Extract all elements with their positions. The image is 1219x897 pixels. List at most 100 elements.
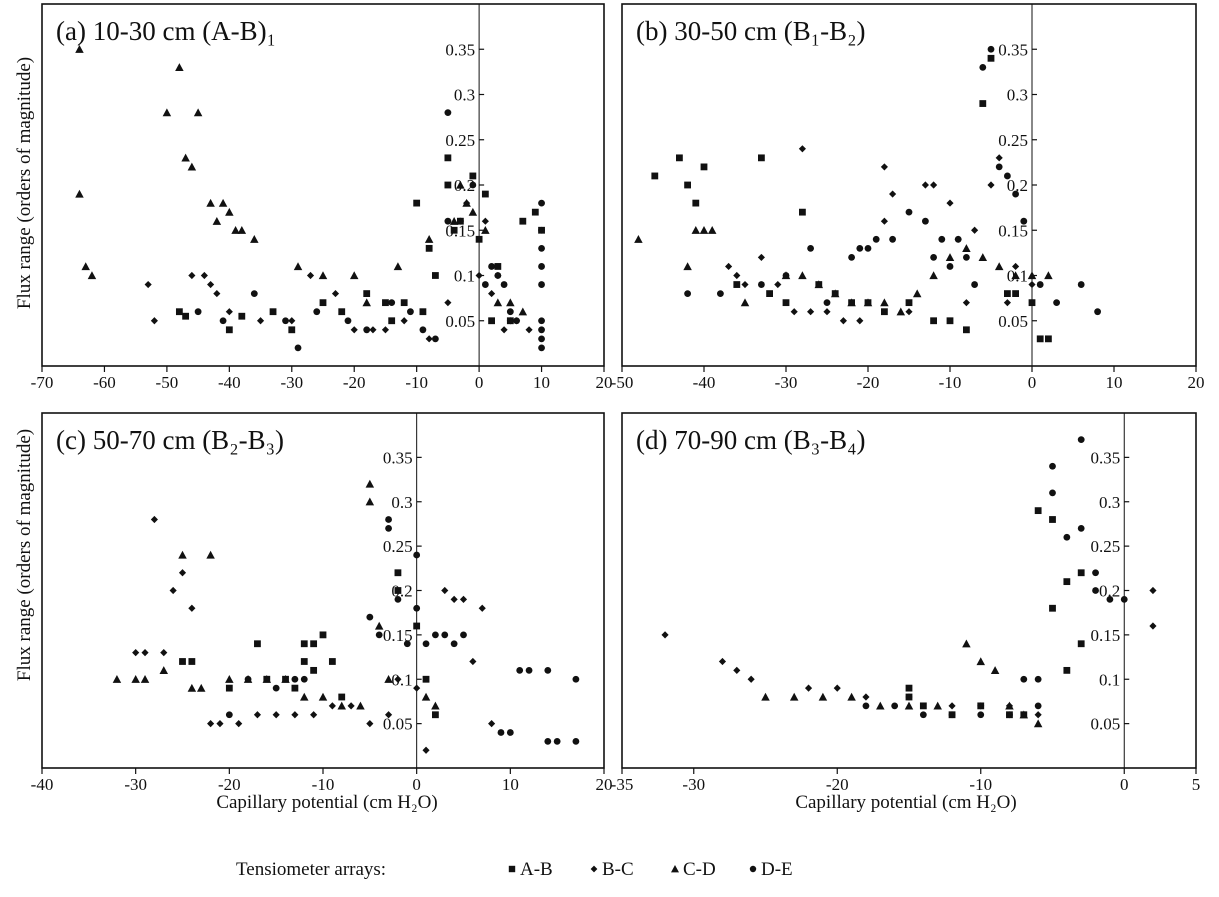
point-a-b <box>310 640 318 648</box>
point-d-e <box>538 326 545 334</box>
legend: Tensiometer arrays: A-B B-C C-D D-E <box>236 859 793 880</box>
point-a-b <box>413 199 421 207</box>
point-b-c <box>1149 586 1157 595</box>
point-a-b <box>363 290 371 297</box>
point-c-d <box>75 45 84 53</box>
point-b-c <box>288 317 296 325</box>
panel-b-y-tick-label: 0.35 <box>998 40 1028 59</box>
panel-c-frame <box>41 412 605 769</box>
panel-a-x-tick-label: -10 <box>405 373 428 392</box>
panel-c-y-tick-label: 0.2 <box>391 582 412 601</box>
point-b-c <box>1149 622 1157 630</box>
point-d-e <box>538 226 545 234</box>
point-b-c <box>856 317 864 325</box>
point-d-e <box>1092 587 1099 594</box>
panel-b-y-tick-label: 0.15 <box>998 221 1028 240</box>
point-c-d <box>789 692 799 701</box>
point-a-b <box>179 658 186 665</box>
point-a-b <box>319 299 327 307</box>
point-d-e <box>758 281 765 288</box>
point-a-b <box>338 693 346 701</box>
point-d-e <box>506 308 514 316</box>
point-d-e <box>919 711 927 719</box>
point-a-b <box>651 172 659 180</box>
panel-a-x-tick-label: -40 <box>218 373 241 392</box>
point-a-b <box>930 317 937 325</box>
point-d-e <box>572 737 580 745</box>
point-c-d <box>707 226 717 234</box>
point-b-c <box>1034 711 1042 719</box>
point-c-d <box>365 479 375 488</box>
point-b-c <box>807 308 815 316</box>
panels: 0.050.10.150.20.250.30.35-70 -60 -50 -40 -30… <box>31 3 1205 794</box>
point-c-d <box>393 262 403 271</box>
point-d-e <box>538 317 545 325</box>
point-b-c <box>306 271 315 280</box>
point-b-c <box>921 181 929 189</box>
panel-b-series-d-e <box>684 45 1101 316</box>
point-d-e <box>1094 308 1101 316</box>
point-c-d <box>318 271 328 280</box>
point-d-e <box>938 235 946 243</box>
point-c-d <box>293 262 303 271</box>
point-c-d <box>1027 271 1037 280</box>
point-c-d <box>212 216 222 225</box>
point-d-e <box>394 595 402 603</box>
point-c-d <box>978 253 988 262</box>
point-d-e <box>272 684 280 692</box>
point-b-c <box>790 308 798 316</box>
point-b-c <box>256 317 265 325</box>
point-b-c <box>798 145 806 153</box>
point-c-d <box>424 235 434 243</box>
point-a-b <box>338 308 346 316</box>
point-b-c <box>350 326 358 334</box>
point-c-d <box>994 262 1004 271</box>
point-d-e <box>422 640 430 648</box>
point-b-c <box>422 746 430 754</box>
point-a-b <box>1045 335 1052 343</box>
point-b-c <box>310 711 318 719</box>
panel-b-x-tick-label: 10 <box>1106 373 1123 392</box>
point-a-b <box>1049 604 1056 612</box>
point-a-b <box>450 226 458 234</box>
point-d-e <box>291 675 299 683</box>
x-axis-title-left: Capillary potential (cm H₂O) <box>216 792 437 813</box>
point-c-d <box>187 162 197 171</box>
point-d-e <box>244 675 252 683</box>
point-d-e <box>544 666 552 674</box>
panel-b-y-tick-label: 0.3 <box>1007 86 1028 105</box>
point-c-d <box>962 244 971 252</box>
panel-a-x-tick-label: -70 <box>31 373 54 392</box>
point-d-e <box>889 235 896 243</box>
panel-b-title: (b) 30-50 cm (B₁-B₂) <box>636 16 866 46</box>
legend-entry-c-d: C-D <box>671 859 716 880</box>
point-c-d <box>830 289 840 298</box>
point-b-c <box>962 299 970 307</box>
point-d-e <box>977 711 985 719</box>
point-a-b <box>1077 640 1085 648</box>
panel-a-title: (a) 10-30 cm (A-B)₁ <box>56 16 276 46</box>
point-a-b <box>987 54 995 62</box>
point-d-e <box>1092 569 1099 577</box>
point-c-d <box>976 657 985 666</box>
point-d-e <box>432 631 439 639</box>
panel-c-x-tick-label: 10 <box>502 775 519 794</box>
point-d-e <box>194 308 202 316</box>
legend-marker-diamond <box>590 865 598 873</box>
point-a-b <box>238 312 246 320</box>
point-a-b <box>388 317 396 325</box>
panel-a-y-tick-label: 0.05 <box>445 312 475 331</box>
point-d-e <box>1053 299 1060 307</box>
point-a-b <box>782 299 790 307</box>
point-b-c <box>459 595 468 603</box>
point-b-c <box>441 586 449 595</box>
point-b-c <box>1003 299 1011 307</box>
point-b-c <box>747 675 755 683</box>
point-a-b <box>394 587 402 594</box>
point-d-e <box>363 326 371 334</box>
point-d-e <box>488 263 495 270</box>
panel-d-x-tick-label: -10 <box>969 775 992 794</box>
point-c-d <box>431 701 440 710</box>
point-a-b <box>269 308 277 316</box>
panel-a-x-tick-label: 0 <box>475 373 484 392</box>
